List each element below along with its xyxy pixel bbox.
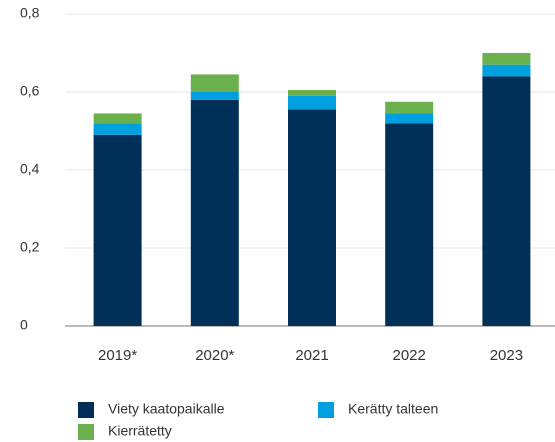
x-tick-label: 2022 — [393, 347, 426, 364]
y-tick-label: 0 — [20, 317, 28, 333]
bar-segment — [385, 123, 434, 326]
bar-segment — [385, 113, 434, 124]
bar-segment — [482, 64, 531, 77]
bar-segment — [482, 76, 531, 327]
legend-label: Kierrätetty — [108, 423, 172, 439]
y-tick-label: 0,4 — [20, 161, 40, 177]
bar-segment — [190, 92, 239, 100]
bar-segment — [190, 99, 239, 326]
legend-swatch — [78, 402, 94, 418]
bar-segment — [190, 74, 239, 92]
bar-segment — [288, 95, 336, 110]
bar-segment — [288, 109, 336, 326]
x-tick-label: 2021 — [295, 347, 328, 364]
legend-label: Viety kaatopaikalle — [108, 401, 225, 417]
bar-segment — [482, 53, 531, 65]
bar-segment — [93, 113, 142, 124]
x-tick-label: 2019* — [98, 347, 137, 364]
y-tick-label: 0,2 — [20, 239, 40, 255]
bar-segment — [288, 90, 336, 96]
legend-swatch — [318, 402, 334, 418]
legend-label: Kerätty talteen — [348, 401, 438, 417]
bar-segment — [93, 123, 142, 135]
legend-swatch — [78, 424, 94, 440]
y-tick-label: 0,8 — [20, 5, 40, 21]
y-tick-label: 0,6 — [20, 83, 40, 99]
bar-segment — [93, 134, 142, 326]
x-tick-label: 2020* — [195, 347, 234, 364]
x-tick-label: 2023 — [490, 347, 523, 364]
bar-segment — [385, 101, 434, 114]
